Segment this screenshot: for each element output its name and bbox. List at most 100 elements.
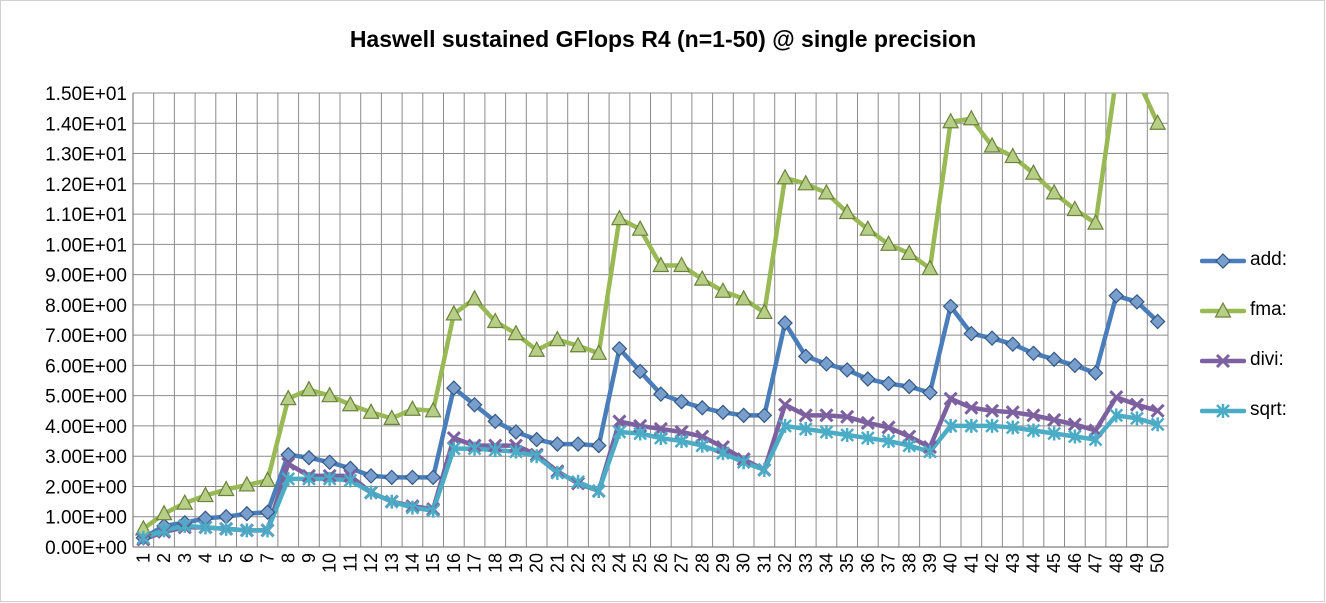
data-point — [695, 438, 710, 453]
data-point — [632, 363, 648, 380]
x-tick-label: 40 — [941, 553, 961, 573]
data-point — [239, 523, 254, 538]
data-point — [424, 401, 442, 418]
data-point — [198, 520, 213, 535]
data-point — [1087, 213, 1105, 230]
data-point — [301, 449, 317, 466]
data-point — [218, 508, 234, 525]
data-point — [881, 420, 896, 435]
data-point — [755, 303, 773, 320]
y-tick-label: 1.40E+01 — [45, 114, 127, 135]
data-point — [1087, 365, 1104, 381]
data-point — [777, 315, 793, 331]
data-point — [217, 480, 235, 497]
data-point — [157, 523, 171, 538]
data-point — [362, 403, 380, 419]
x-tick-label: 7 — [258, 553, 278, 563]
data-point — [550, 465, 565, 480]
data-point — [446, 380, 462, 396]
legend-swatch — [1200, 353, 1246, 369]
data-point — [1047, 426, 1062, 441]
data-point — [1025, 345, 1042, 362]
x-tick-label: 27 — [672, 553, 692, 573]
data-point — [508, 424, 524, 440]
x-tick-label: 26 — [651, 553, 671, 573]
x-tick-label: 13 — [382, 553, 402, 573]
data-point — [902, 438, 917, 453]
data-point — [1046, 351, 1062, 368]
data-point — [528, 431, 545, 448]
data-point — [488, 443, 503, 458]
data-point — [984, 403, 1000, 418]
data-point — [673, 256, 691, 273]
data-point — [1066, 200, 1084, 217]
data-point — [633, 426, 648, 441]
data-point — [196, 486, 214, 503]
data-point — [797, 348, 814, 365]
axes: 0.00E+00 1.00E+00 2.00E+00 3.00E+00 4.00E+00… — [45, 84, 1168, 573]
data-point — [569, 336, 587, 353]
x-tick-label: 33 — [796, 553, 816, 573]
data-point — [819, 408, 834, 423]
x-tick-label: 30 — [734, 553, 754, 573]
x-tick-label: 22 — [568, 553, 588, 573]
x-tick-label: 28 — [692, 553, 712, 573]
data-point — [673, 393, 690, 410]
data-point — [818, 356, 835, 372]
x-tick-label: 34 — [816, 553, 836, 573]
x-tick-label: 32 — [775, 553, 795, 573]
data-point — [279, 389, 297, 406]
data-point — [921, 259, 939, 276]
data-point — [363, 468, 379, 484]
x-tick-label: 5 — [216, 553, 236, 563]
data-point — [716, 446, 730, 461]
data-point — [612, 424, 627, 439]
legend-label: fma: — [1250, 299, 1287, 320]
data-point — [631, 219, 649, 236]
x-tick-label: 37 — [879, 553, 899, 573]
data-point — [1215, 253, 1231, 269]
x-tick-label: 18 — [485, 553, 505, 573]
data-point — [838, 203, 856, 220]
data-point — [923, 444, 937, 459]
data-point — [300, 380, 318, 397]
data-point — [674, 434, 689, 449]
y-tick-label: 9.00E+00 — [45, 266, 127, 287]
x-tick-label: 45 — [1044, 553, 1064, 573]
data-point — [238, 475, 256, 492]
legend-swatch — [1200, 301, 1246, 318]
data-point — [1005, 420, 1020, 435]
x-tick-label: 3 — [175, 553, 195, 563]
data-point — [984, 330, 1000, 347]
data-point — [1109, 408, 1124, 423]
y-tick-label: 1.00E+00 — [45, 508, 127, 529]
data-point — [507, 324, 525, 341]
data-point — [383, 409, 401, 425]
x-tick-label: 41 — [961, 553, 981, 573]
data-point — [1088, 432, 1103, 447]
data-point — [219, 521, 234, 536]
data-point — [528, 340, 546, 357]
data-point — [404, 469, 421, 486]
data-point — [714, 281, 732, 298]
y-tick-label: 8.00E+00 — [45, 296, 127, 317]
y-tick-label: 4.00E+00 — [45, 417, 127, 438]
data-point — [1045, 183, 1063, 200]
data-point — [736, 455, 751, 470]
data-point — [425, 469, 441, 486]
data-point — [281, 456, 296, 471]
data-point — [1024, 163, 1042, 180]
x-tick-label: 43 — [1003, 553, 1023, 573]
data-point — [922, 384, 938, 401]
data-point — [341, 395, 359, 412]
x-tick-label: 10 — [320, 553, 340, 573]
data-point — [860, 415, 875, 430]
chart-title: Haswell sustained GFlops R4 (n=1-50) @ s… — [349, 26, 977, 52]
data-point — [177, 518, 192, 533]
data-point — [342, 460, 359, 477]
data-point — [1067, 357, 1083, 374]
data-point — [652, 256, 670, 273]
data-point — [859, 219, 877, 236]
data-point — [797, 174, 815, 191]
data-point — [486, 312, 504, 329]
